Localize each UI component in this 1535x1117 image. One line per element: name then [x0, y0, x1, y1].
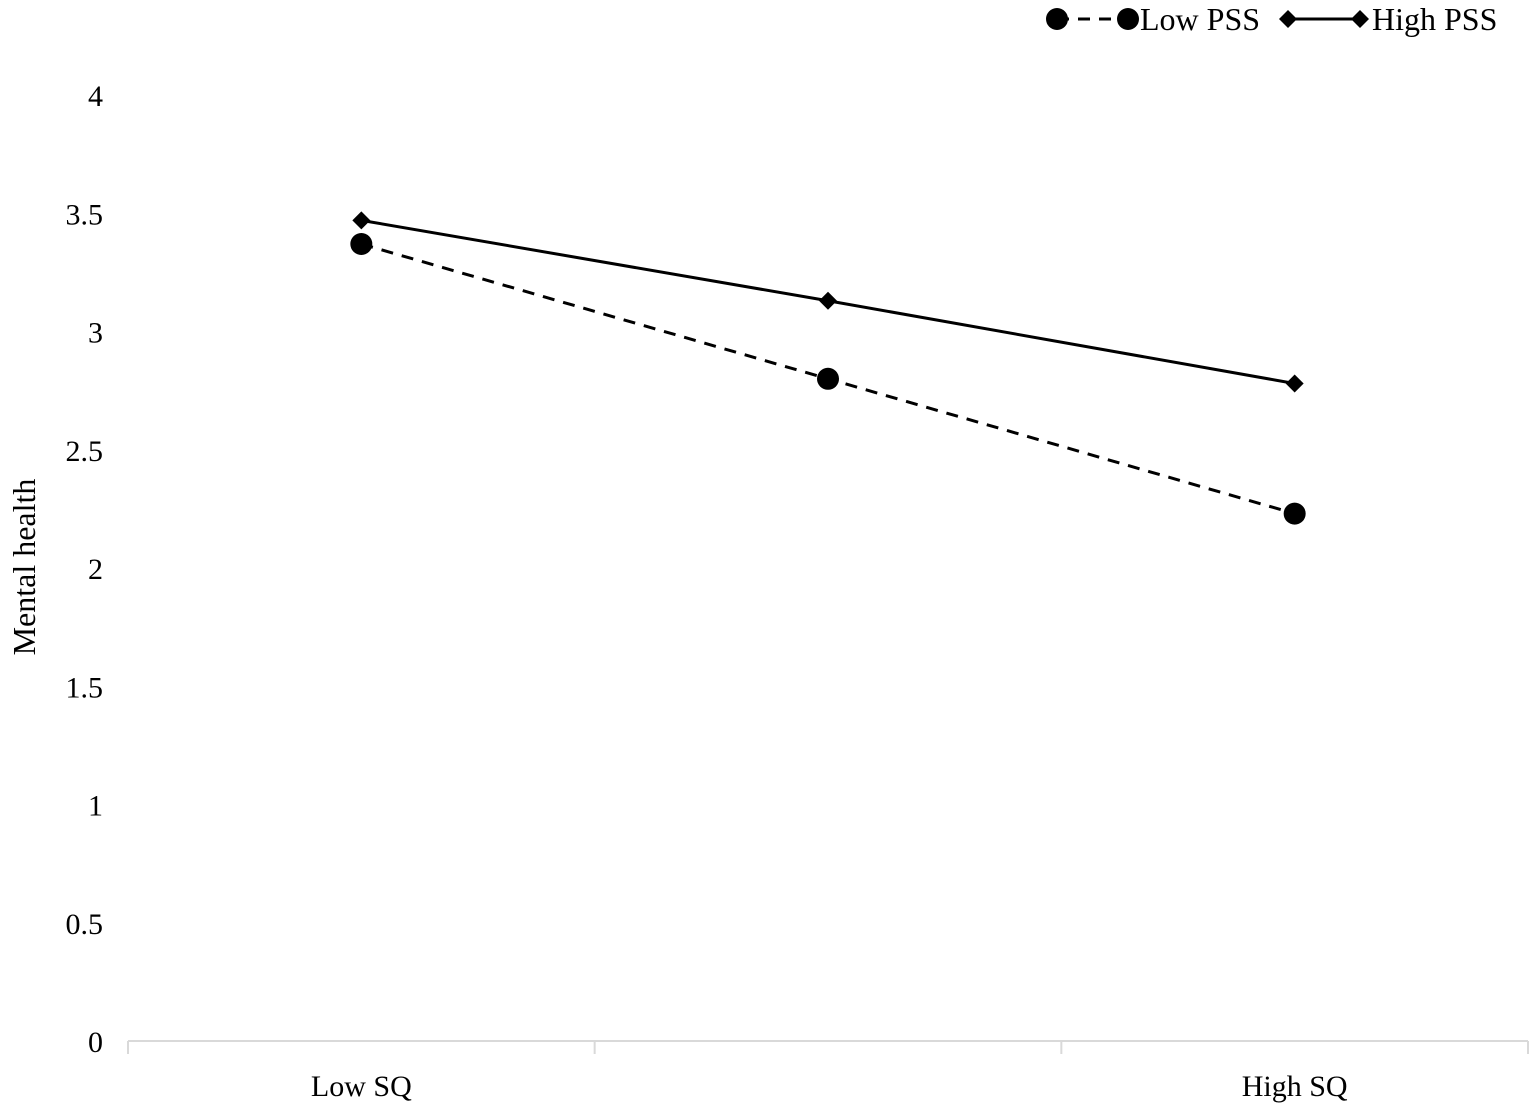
data-point-high-pss [819, 291, 837, 310]
data-point-low-pss [350, 232, 373, 255]
data-point-high-pss [352, 211, 371, 230]
x-tick-label: High SQ [1242, 1070, 1348, 1103]
y-tick-label: 2 [88, 553, 103, 586]
legend-marker-low-pss [1046, 8, 1068, 30]
data-point-low-pss [1283, 502, 1306, 525]
legend-label-high-pss: High PSS [1372, 1, 1497, 37]
y-tick-label: 1 [88, 790, 103, 823]
axes-layer: Low SQ High SQ 0 0.5 1 1.5 2 2.5 3 3.5 4 [66, 80, 1529, 1103]
legend-marker-low-pss [1117, 8, 1139, 30]
series-layer [350, 211, 1306, 525]
y-tick-label: 2.5 [66, 435, 104, 468]
data-point-low-pss [817, 367, 839, 390]
legend-label-low-pss: Low PSS [1140, 1, 1260, 37]
y-tick-label: 3 [88, 317, 103, 350]
y-tick-label: 4 [88, 80, 103, 113]
y-axis-title: Mental health [6, 479, 42, 656]
y-tick-label: 3.5 [66, 198, 104, 231]
legend-marker-high-pss [1351, 10, 1369, 28]
y-tick-label: 0 [88, 1026, 103, 1059]
data-point-high-pss [1285, 374, 1304, 393]
y-tick-label: 1.5 [66, 671, 104, 704]
legend-marker-high-pss [1279, 10, 1297, 28]
legend: Low PSS High PSS [1046, 1, 1497, 37]
y-tick-label: 0.5 [66, 908, 104, 941]
x-tick-label: Low SQ [311, 1070, 412, 1103]
